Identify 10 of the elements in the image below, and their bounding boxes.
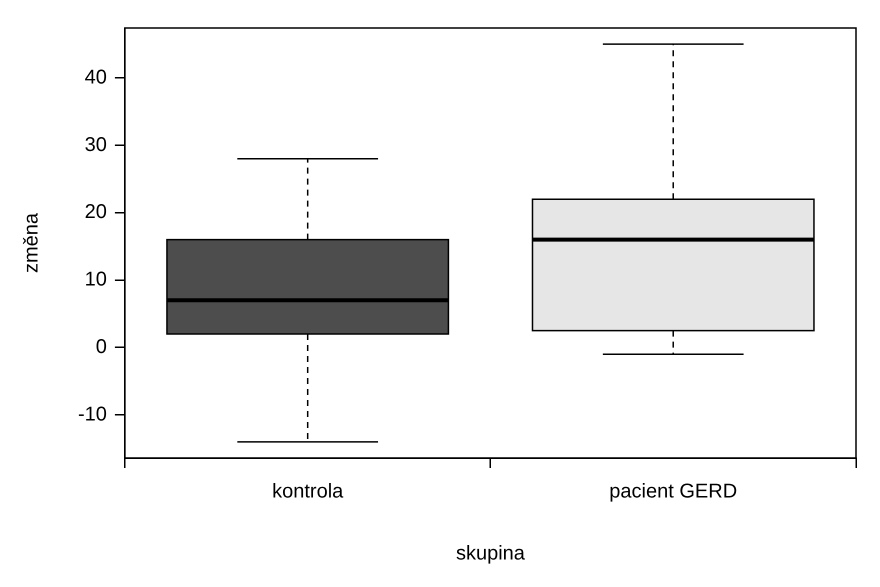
y-tick-label: 0 <box>96 336 107 358</box>
x-axis-title: skupina <box>456 542 526 565</box>
x-tick-label: kontrola <box>272 480 344 503</box>
y-tick-label: -10 <box>78 403 107 426</box>
x-tick-label: pacient GERD <box>609 480 738 503</box>
y-axis-title: změna <box>20 212 43 274</box>
y-tick-label: 10 <box>84 268 107 291</box>
y-tick-label: 20 <box>84 201 107 224</box>
y-tick-label: 30 <box>84 134 107 156</box>
y-tick-label: 40 <box>84 66 107 88</box>
